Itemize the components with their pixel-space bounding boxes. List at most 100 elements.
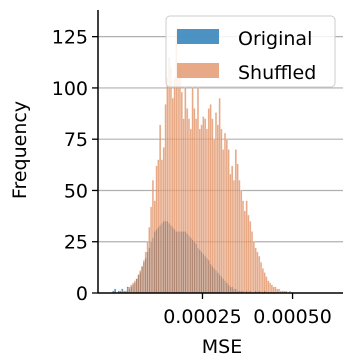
bar-shuffled xyxy=(133,280,137,294)
bar-shuffled xyxy=(187,118,191,294)
bar-shuffled xyxy=(148,227,151,294)
bar-shuffled xyxy=(202,116,205,294)
bar-shuffled xyxy=(132,282,135,294)
legend-label-original: Original xyxy=(238,28,312,50)
bar-shuffled xyxy=(252,241,255,294)
y-tick-label: 25 xyxy=(64,232,88,254)
bar-shuffled xyxy=(195,118,198,294)
bar-shuffled xyxy=(256,251,259,294)
y-tick-label: 75 xyxy=(64,129,88,151)
y-axis-label: Frequency xyxy=(9,101,31,199)
bar-shuffled xyxy=(270,284,273,294)
bar-shuffled xyxy=(177,77,180,294)
bar-shuffled xyxy=(173,77,176,294)
bar-shuffled xyxy=(189,128,192,294)
bar-shuffled xyxy=(223,132,227,294)
bar-shuffled xyxy=(241,200,245,294)
bar-shuffled xyxy=(171,98,174,294)
bar-shuffled xyxy=(231,165,234,294)
bar-shuffled xyxy=(153,200,156,294)
bar-shuffled xyxy=(200,124,203,294)
bar-shuffled xyxy=(261,268,264,294)
bar-shuffled xyxy=(209,104,212,294)
bar-shuffled xyxy=(196,87,200,294)
bar-shuffled xyxy=(249,221,252,294)
bar-shuffled xyxy=(169,67,173,294)
bar-shuffled xyxy=(205,128,209,294)
legend-swatch-original xyxy=(177,29,219,44)
legend: Original Shuffled xyxy=(165,15,336,88)
bar-shuffled xyxy=(222,149,225,294)
bar-shuffled xyxy=(211,118,214,294)
bar-shuffled xyxy=(193,108,196,294)
bar-shuffled xyxy=(130,284,133,294)
bar-shuffled xyxy=(265,276,268,294)
bar-shuffled xyxy=(254,247,257,294)
bar-shuffled xyxy=(137,274,140,294)
bar-shuffled xyxy=(272,286,275,294)
bar-shuffled xyxy=(180,91,183,294)
bar-shuffled xyxy=(274,286,277,294)
bar-shuffled xyxy=(263,272,266,294)
bar-shuffled xyxy=(164,104,167,294)
bar-shuffled xyxy=(151,180,155,294)
bar-shuffled xyxy=(157,159,160,294)
bar-shuffled xyxy=(184,87,187,294)
bar-shuffled xyxy=(240,190,243,294)
bar-shuffled xyxy=(178,67,182,294)
bar-shuffled xyxy=(160,159,164,294)
legend-label-shuffled: Shuffled xyxy=(238,62,316,84)
bar-shuffled xyxy=(268,282,272,294)
bar-shuffled xyxy=(243,210,246,294)
y-tick-label: 50 xyxy=(64,180,88,202)
bar-shuffled xyxy=(229,173,232,294)
bar-shuffled xyxy=(144,251,147,294)
x-tick-label: 0.00050 xyxy=(253,306,332,328)
y-axis-ticks: 0 25 50 75 100 125 xyxy=(52,27,98,305)
bar-shuffled xyxy=(198,128,201,294)
y-tick-label: 125 xyxy=(52,27,88,49)
bar-shuffled xyxy=(142,260,146,294)
bar-shuffled xyxy=(225,139,228,294)
bar-shuffled xyxy=(213,139,216,294)
legend-swatch-shuffled xyxy=(177,63,219,78)
bar-shuffled xyxy=(159,124,162,294)
bar-shuffled xyxy=(218,98,221,294)
axes xyxy=(97,10,343,294)
bar-shuffled xyxy=(234,149,237,294)
bar-shuffled xyxy=(207,108,210,294)
x-axis-label: MSE xyxy=(202,336,242,358)
bar-shuffled xyxy=(236,163,239,294)
bar-shuffled xyxy=(232,180,236,294)
bar-shuffled xyxy=(204,118,207,294)
bar-shuffled xyxy=(227,149,230,294)
bar-shuffled xyxy=(150,206,153,294)
bar-shuffled xyxy=(155,165,158,294)
x-axis-ticks: 0.00025 0.00050 xyxy=(163,293,332,328)
bar-shuffled xyxy=(214,112,218,294)
bar-shuffled xyxy=(216,124,219,294)
bar-shuffled xyxy=(141,266,144,294)
bar-shuffled xyxy=(258,255,261,294)
bar-shuffled xyxy=(135,278,138,294)
bar-shuffled xyxy=(250,231,254,294)
bar-shuffled xyxy=(247,214,250,294)
bar-shuffled xyxy=(186,108,189,294)
bar-shuffled xyxy=(220,128,223,294)
bar-shuffled xyxy=(238,180,241,294)
y-tick-label: 0 xyxy=(76,283,88,305)
bar-shuffled xyxy=(191,87,194,294)
bar-shuffled xyxy=(245,200,248,294)
bar-shuffled xyxy=(259,262,263,294)
bar-shuffled xyxy=(128,286,131,294)
bar-shuffled xyxy=(146,241,149,294)
bar-shuffled xyxy=(139,270,142,294)
x-tick-label: 0.00025 xyxy=(163,306,242,328)
y-tick-label: 100 xyxy=(52,78,88,100)
bar-shuffled xyxy=(168,56,171,294)
bar-shuffled xyxy=(166,77,169,294)
bar-shuffled xyxy=(182,118,185,294)
bar-shuffled xyxy=(162,147,165,294)
bar-shuffled xyxy=(267,280,270,294)
